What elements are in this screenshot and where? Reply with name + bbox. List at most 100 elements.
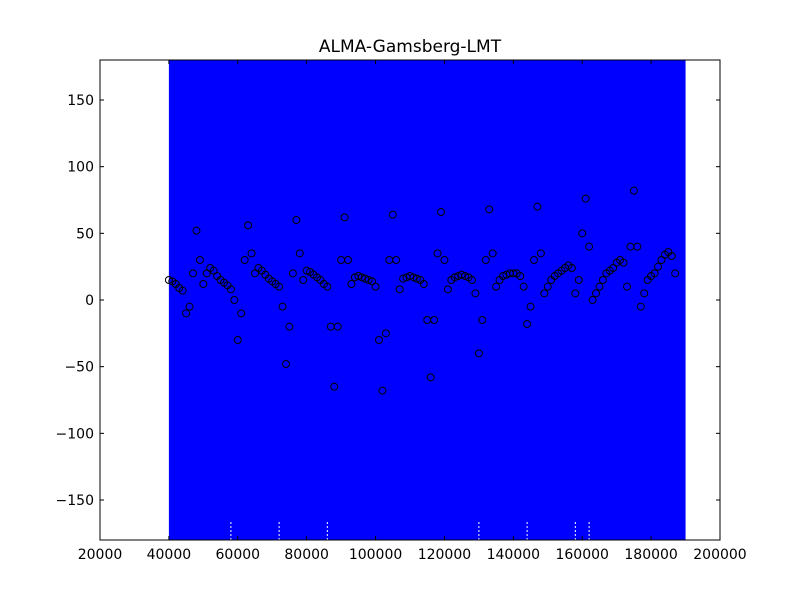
data-point <box>364 276 373 284</box>
data-point <box>392 256 401 264</box>
data-point <box>461 272 470 280</box>
data-point <box>540 289 549 298</box>
data-point <box>443 285 452 294</box>
blue-band <box>168 60 686 540</box>
data-point <box>523 320 532 328</box>
data-point <box>285 322 294 331</box>
data-point <box>598 276 607 284</box>
x-tick-label: 160000 <box>555 547 608 563</box>
y-tick-label: −150 <box>56 493 94 509</box>
data-point <box>199 280 208 288</box>
data-point <box>485 205 494 214</box>
data-point <box>399 274 408 283</box>
data-point <box>333 322 342 331</box>
data-point <box>526 302 535 311</box>
x-tick-label: 20000 <box>78 547 123 563</box>
data-point <box>567 264 576 272</box>
data-point <box>371 282 380 291</box>
data-point <box>629 186 638 195</box>
data-point <box>633 242 642 251</box>
data-point <box>636 302 645 311</box>
data-point <box>468 276 476 284</box>
plot-area: 20000 40000 60000 80000 100000 120000 140000 16… <box>56 59 747 563</box>
data-point <box>519 282 528 291</box>
data-point <box>543 282 552 291</box>
data-point <box>654 262 662 271</box>
data-point <box>237 309 246 318</box>
data-point <box>226 285 235 294</box>
data-point <box>419 280 428 288</box>
data-point <box>323 282 332 291</box>
data-point <box>388 210 397 219</box>
data-point <box>530 256 538 264</box>
y-tick-label: −100 <box>56 426 94 442</box>
data-point <box>354 272 363 280</box>
data-point <box>478 316 487 324</box>
x-tick-label: 140000 <box>487 547 540 563</box>
data-point <box>244 221 253 230</box>
data-point <box>488 249 497 258</box>
data-point <box>182 309 191 318</box>
data-point <box>275 282 284 291</box>
x-tick-label: 60000 <box>216 547 261 563</box>
x-tick-label: 120000 <box>418 547 471 563</box>
data-point <box>536 249 545 258</box>
data-point <box>189 269 197 278</box>
data-point <box>457 270 466 279</box>
y-tick-label: 150 <box>67 93 94 109</box>
data-point <box>450 273 459 282</box>
x-tick-label: 200000 <box>693 547 746 563</box>
data-point <box>299 276 308 284</box>
data-point <box>571 289 580 298</box>
data-point <box>533 202 542 211</box>
data-point <box>509 269 518 278</box>
data-point <box>357 273 366 282</box>
data-point <box>426 373 435 382</box>
x-tick-label: 40000 <box>147 547 192 563</box>
data-point <box>671 269 680 278</box>
data-point <box>361 274 370 283</box>
data-point <box>581 194 590 203</box>
data-point <box>433 249 442 258</box>
data-point <box>295 249 304 258</box>
data-point <box>437 208 445 216</box>
data-point <box>347 280 356 288</box>
data-point <box>471 289 480 298</box>
data-point <box>330 382 339 391</box>
data-point <box>192 226 201 235</box>
data-point <box>412 274 421 283</box>
data-point <box>430 316 439 324</box>
y-tick-label: 100 <box>67 160 94 176</box>
data-point <box>474 349 483 358</box>
x-tick-label: 180000 <box>624 547 677 563</box>
chart-title: ALMA-Gamsberg-LMT <box>319 37 502 57</box>
data-point <box>574 276 583 284</box>
data-point <box>516 272 525 280</box>
y-tick-label: 50 <box>76 226 94 242</box>
data-point <box>409 273 418 282</box>
data-point <box>230 296 239 304</box>
data-point <box>378 386 387 395</box>
data-point <box>588 296 597 304</box>
data-point <box>344 256 352 264</box>
y-tick-label: 0 <box>85 293 94 309</box>
data-point <box>440 256 449 264</box>
data-point <box>499 272 507 280</box>
data-point <box>340 213 349 222</box>
data-point <box>585 242 594 251</box>
data-point <box>492 282 501 291</box>
data-point <box>240 256 249 264</box>
data-point <box>282 360 290 368</box>
data-point <box>667 252 676 260</box>
data-point <box>195 256 204 264</box>
data-point <box>406 272 414 280</box>
data-point <box>595 282 604 291</box>
data-point <box>578 229 587 238</box>
data-point <box>233 336 242 344</box>
data-point <box>278 302 287 311</box>
y-tick-label: −50 <box>64 360 94 376</box>
data-point <box>292 216 301 224</box>
data-point <box>288 269 297 278</box>
x-tick-label: 100000 <box>349 547 402 563</box>
